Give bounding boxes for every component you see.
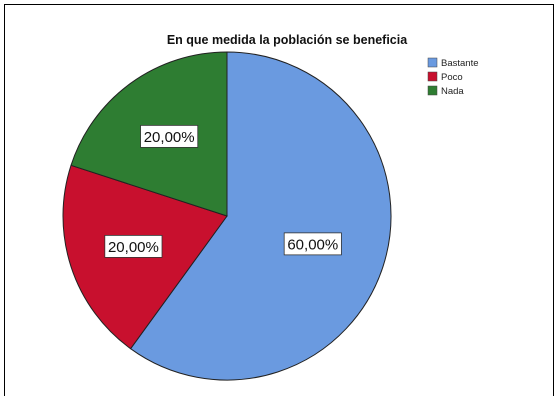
data-label-nada: 20,00% [140, 124, 199, 148]
data-label-poco: 20,00% [104, 235, 163, 258]
data-label-bastante: 60,00% [283, 232, 342, 256]
data-label-text: 60,00% [287, 236, 338, 253]
legend-swatch-bastante [427, 57, 438, 68]
pie-slices [62, 51, 392, 381]
data-label-box [104, 235, 163, 258]
legend-label-bastante: Bastante [441, 58, 479, 69]
data-label-box [140, 124, 199, 148]
chart-title: En que medida la población se beneficia [167, 33, 408, 47]
pie-data-labels: 60,00% 20,00% 20,00% [104, 124, 342, 258]
legend-label-nada: Nada [441, 86, 464, 97]
legend-swatch-nada [427, 85, 438, 96]
data-label-box [283, 232, 342, 256]
data-label-text: 20,00% [108, 239, 159, 256]
data-label-text: 20,00% [144, 129, 195, 146]
legend-swatch-poco [427, 71, 438, 82]
legend: Bastante Poco Nada [427, 57, 479, 97]
legend-label-poco: Poco [441, 72, 463, 83]
pie-slice-bastante [129, 51, 392, 381]
